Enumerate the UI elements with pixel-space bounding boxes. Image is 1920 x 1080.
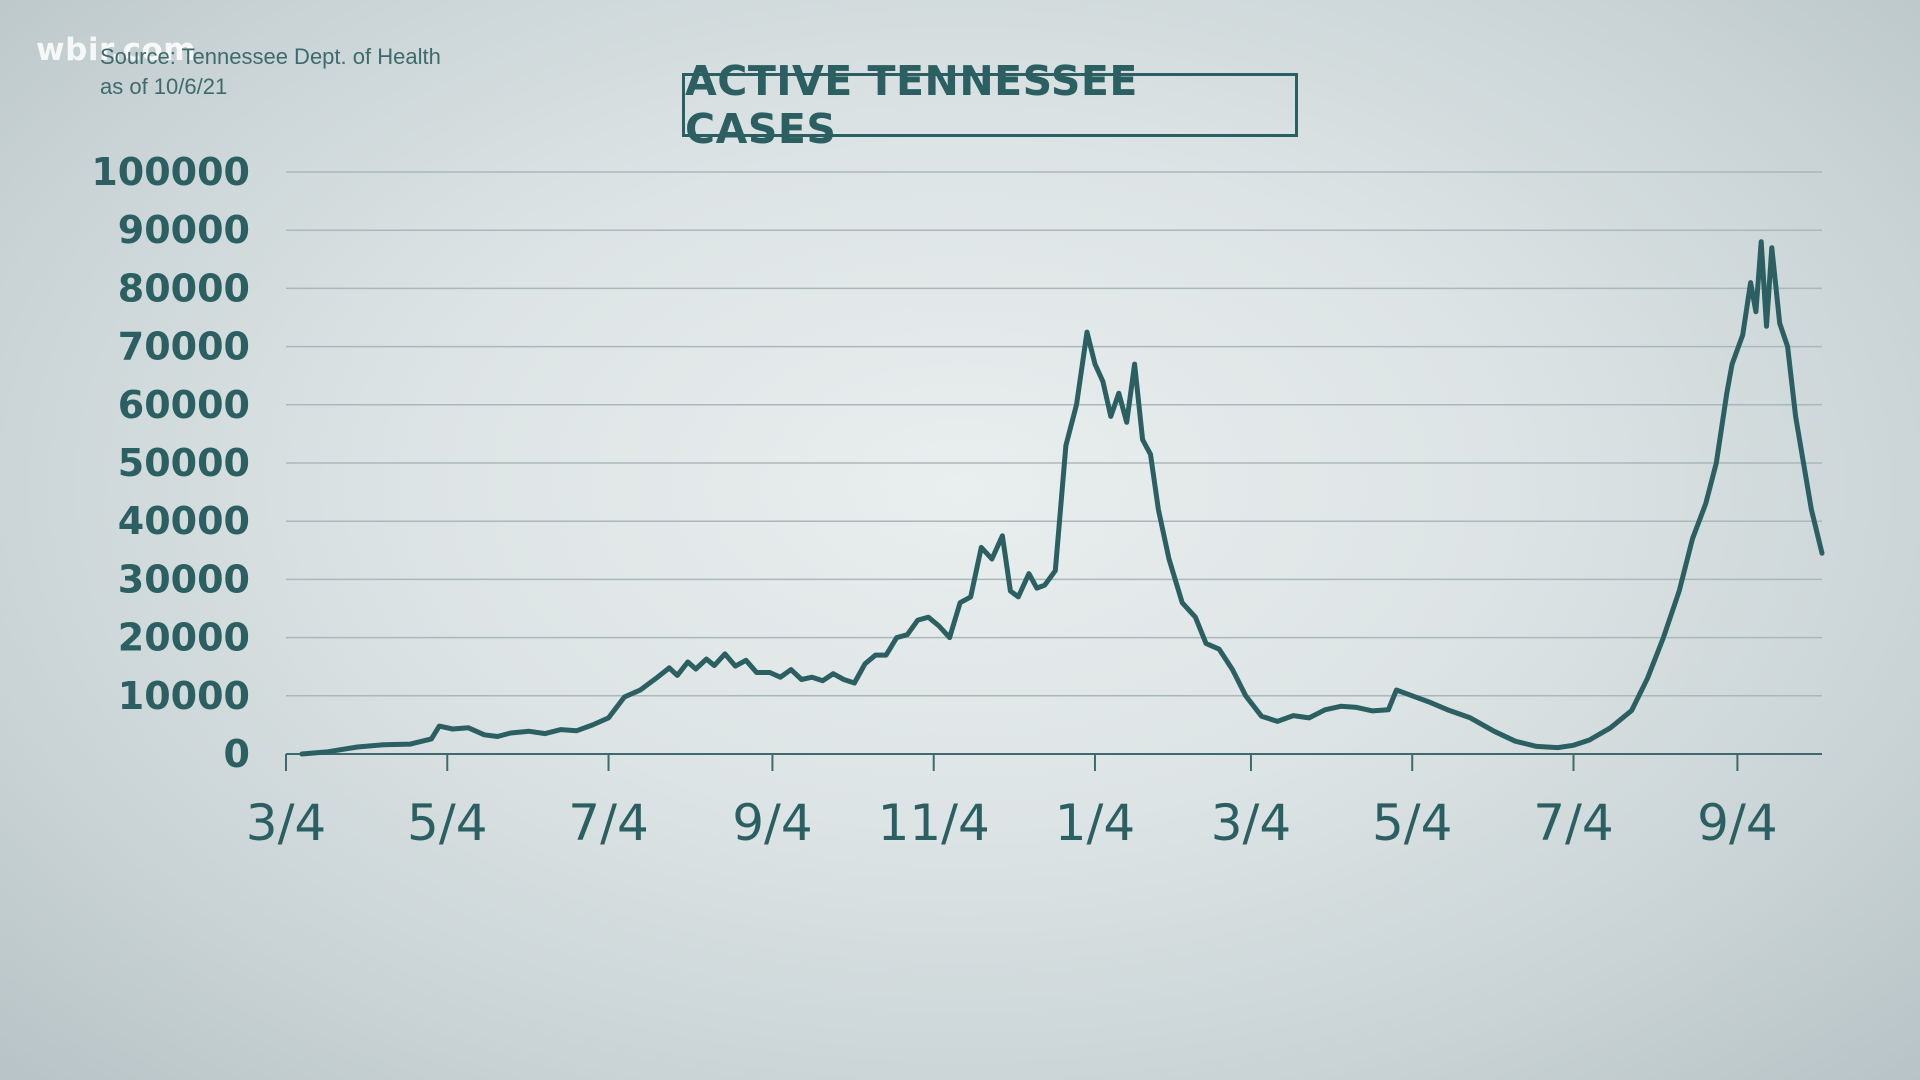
y-tick-label: 40000 — [118, 499, 250, 543]
x-tick-label: 1/4 — [1055, 794, 1135, 852]
x-tick-label: 7/4 — [568, 794, 648, 852]
as-of-date: as of 10/6/21 — [100, 74, 228, 99]
chart-title: ACTIVE TENNESSEE CASES — [685, 57, 1138, 153]
y-tick-label: 10000 — [118, 674, 250, 718]
x-tick-label: 5/4 — [1372, 794, 1452, 852]
x-tick-label: 3/4 — [246, 794, 326, 852]
x-axis-tick-labels: 3/4 5/4 7/4 9/4 11/4 1/4 3/4 5/4 7/4 9/4 — [246, 794, 1778, 852]
y-tick-label: 70000 — [118, 325, 250, 369]
x-tick-label: 9/4 — [732, 794, 812, 852]
x-tick-label: 5/4 — [407, 794, 487, 852]
series-layer — [299, 239, 1825, 757]
chart-title-box: ACTIVE TENNESSEE CASES — [682, 57, 1298, 153]
active-cases-series-line — [299, 239, 1825, 757]
y-tick-label: 30000 — [118, 557, 250, 601]
y-tick-label: 100000 — [91, 150, 250, 194]
x-tick-label: 7/4 — [1533, 794, 1613, 852]
source-note: Source: Tennessee Dept. of Health as of … — [100, 42, 441, 102]
x-tick-label: 11/4 — [878, 794, 990, 852]
grid-lines — [286, 171, 1822, 697]
y-tick-label: 80000 — [118, 266, 250, 310]
x-tick-label: 3/4 — [1211, 794, 1291, 852]
wbir-watermark-logo: wbir.com — [36, 32, 197, 68]
y-tick-label: 0 — [224, 732, 250, 776]
y-tick-label: 60000 — [118, 383, 250, 427]
source-line: Source: Tennessee Dept. of Health — [100, 44, 441, 69]
y-axis-tick-labels: 0 10000 20000 30000 40000 50000 60000 70000 8000… — [91, 150, 250, 776]
x-axis — [285, 753, 1822, 771]
y-tick-label: 50000 — [118, 441, 250, 485]
y-tick-label: 90000 — [118, 208, 250, 252]
x-tick-label: 9/4 — [1697, 794, 1777, 852]
y-tick-label: 20000 — [118, 616, 250, 660]
